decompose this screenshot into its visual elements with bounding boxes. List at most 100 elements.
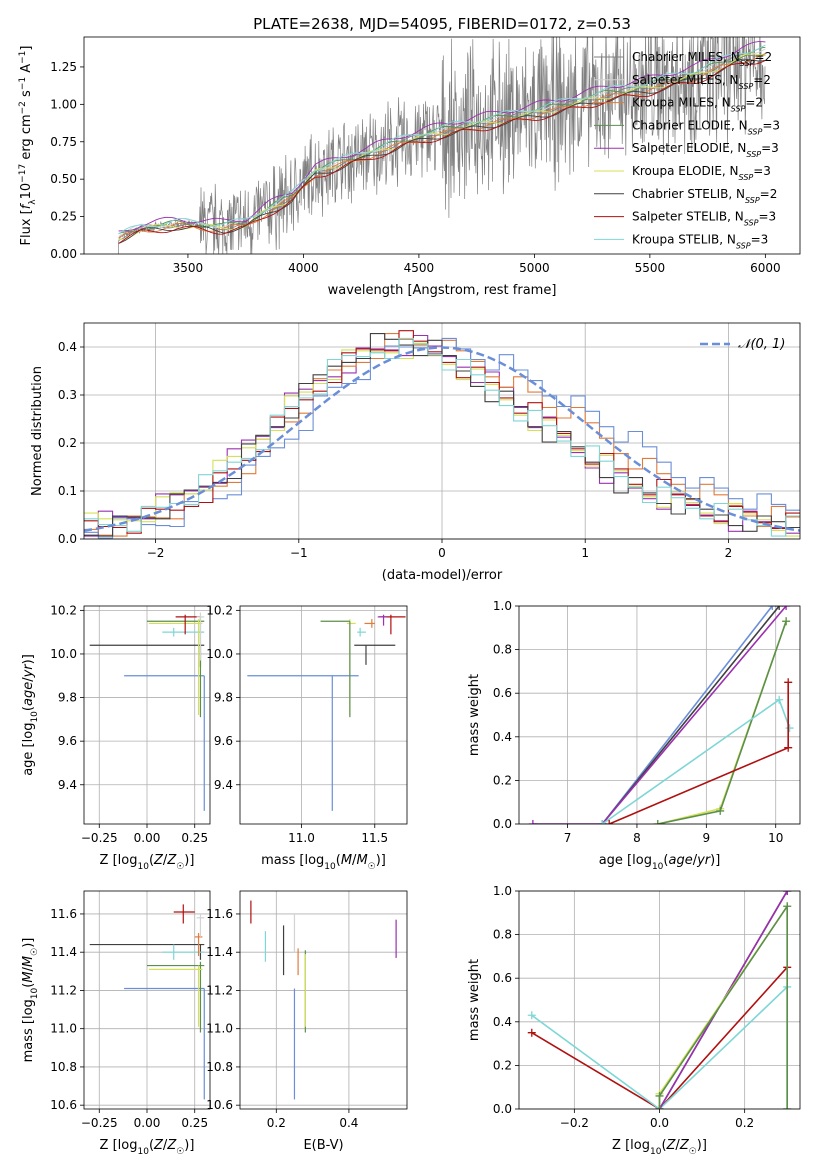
spectrum-xtick-label: 5500: [635, 261, 666, 275]
mass_weight_vs_age-xtick-label: 10: [768, 831, 783, 845]
age_vs_Z-ylabel-part: age: [21, 682, 36, 706]
spectrum-plot-area: [118, 37, 766, 254]
mass_weight_vs_Z-xlabel-part: )]: [697, 1138, 707, 1153]
age_vs_Z-xlabel-part: /: [163, 853, 168, 868]
mass_weight_vs_Z-xlabel-part: (: [661, 1138, 666, 1153]
age_vs_Z-xlabel-part: (: [149, 853, 154, 868]
mass_weight_vs_age-ylabel: mass weight: [467, 674, 482, 756]
legend-label-sub: SSP: [745, 195, 760, 204]
mass_weight_vs_age-marker-chabrier_elodie: [653, 820, 662, 824]
mass_vs_Z-ytick-label: 11.4: [50, 945, 77, 959]
age_vs_Z-xlabel-part: )]: [184, 853, 194, 868]
mass_vs_ebv-ytick-label: 11.4: [206, 945, 233, 959]
spectrum-ytick-label: 0.25: [50, 210, 77, 224]
mass_weight_vs_Z-xlabel-part: Z: [679, 1138, 690, 1153]
residual_hist-frame: [83, 322, 801, 540]
spectrum-axes: 3500 4000 4500 5000 5500 6000 0.00 0.25 0.50 0.75…: [18, 36, 801, 298]
legend-label-tail: =2: [760, 187, 778, 201]
legend-label-text: Kroupa MILES, N: [632, 96, 731, 110]
mass_weight_vs_age-line-kroupa_elodie: [657, 621, 787, 824]
residual_hist-ytick-label: 0.3: [58, 388, 77, 402]
mass_weight_vs_age-marker-salpeter_stelib: [784, 743, 793, 752]
legend-label-sub: SSP: [731, 104, 746, 113]
mass_weight_vs_Z-ylabel: mass weight: [467, 959, 482, 1041]
mass_weight_vs_Z-xlabel: Z [log10(Z/Z☉)]: [612, 1138, 707, 1157]
mass_weight_vs_age-ytick-label: 0.2: [493, 773, 512, 787]
mass_vs_ebv-xtick-label: 0.4: [339, 1116, 358, 1130]
legend-label-text: Kroupa STELIB, N: [632, 232, 736, 246]
spectrum-ylabel-part: −2: [18, 101, 28, 114]
mass_vs_Z-plot-area: [89, 904, 205, 1100]
legend-label-salpeter_miles: Salpeter MILES, NSSP=2: [632, 73, 771, 91]
mass_vs_Z-ylabel-part: mass [log: [21, 999, 36, 1062]
spectrum-xtick-label: 5000: [519, 261, 550, 275]
mass_vs_ebv-xtick-label: 0.2: [267, 1116, 286, 1130]
mass_vs_Z-frame: [83, 890, 211, 1110]
mass_vs_Z-xlabel-part: 10: [137, 1147, 149, 1157]
mass_vs_Z-xlabel-part: Z: [153, 1138, 164, 1153]
spectrum-xtick-label: 4000: [288, 261, 319, 275]
residual_hist-ytick-label: 0.1: [58, 484, 77, 498]
legend-label-tail: =3: [753, 164, 771, 178]
age_vs_Z-ylabel-part: /: [21, 677, 36, 682]
mass_vs_ebv-ytick-label: 11.2: [206, 983, 233, 997]
residual_hist-xtick-label: 2: [725, 546, 733, 560]
age_vs_mass-ytick-label: 10.0: [206, 647, 233, 661]
legend-label-tail: =2: [745, 96, 763, 110]
mass_vs_ebv-ytick-label: 10.6: [206, 1098, 233, 1112]
age_vs_Z-axes: −0.25 0.00 0.259.49.69.810.010.2Z [log10(Z…: [21, 603, 211, 872]
mass_vs_Z-ylabel-part: 10: [30, 987, 40, 999]
spectrum-ytick-label: 0.50: [50, 172, 77, 186]
mass_vs_ebv-frame: [239, 890, 408, 1110]
age_vs_Z-ylabel-part: (: [21, 706, 36, 711]
mass_weight_vs_Z-frame: [518, 890, 801, 1110]
spectrum-model-line-kroupa_stelib: [118, 44, 766, 235]
mass_weight_vs_Z-line-chabrier_elodie: [658, 903, 788, 1109]
legend-label-salpeter_elodie: Salpeter ELODIE, NSSP=3: [632, 141, 779, 159]
legend-label-sub: SSP: [739, 81, 754, 90]
age_vs_Z-xtick-label: −0.25: [81, 831, 118, 845]
spectrum-xtick-label: 6000: [750, 261, 781, 275]
mass_weight_vs_age-marker-salpeter_elodie: [528, 820, 537, 824]
age_vs_mass-xtick-label: 11.5: [361, 831, 388, 845]
age_vs_Z-ylabel: age [log10(age/yr)]: [21, 654, 40, 776]
mass_weight_vs_age-xtick-label: 7: [564, 831, 572, 845]
mass_weight_vs_age-ytick-label: 0.4: [493, 730, 512, 744]
gauss-legend-label: 𝒩(0, 1): [738, 337, 785, 352]
age_vs_Z-xtick-label: 0.00: [134, 831, 161, 845]
legend-label-sub: SSP: [746, 150, 761, 159]
spectrum-frame: [83, 36, 801, 255]
legend-label-text: Chabrier MILES, N: [632, 50, 740, 64]
spectrum-ylabel-part: Flux [: [19, 209, 34, 245]
mass_weight_vs_Z-line-kroupa_elodie: [658, 903, 788, 1109]
spectrum-ylabel-part: s: [19, 90, 34, 101]
mass_vs_Z-xlabel-part: ☉: [176, 1147, 184, 1157]
mass_weight_vs_age-line-blue: [601, 606, 773, 824]
age_vs_Z-ylabel-part: age [log: [21, 723, 36, 776]
spectrum-model-line-salpeter_stelib: [118, 60, 766, 244]
age_vs_Z-plot-area: [89, 612, 205, 811]
mass_weight_vs_age-ytick-label: 0.6: [493, 686, 512, 700]
legend-label-tail: =3: [751, 232, 769, 246]
mass_weight_vs_Z-marker-salpeter_elodie: [783, 891, 792, 895]
figure-title: PLATE=2638, MJD=54095, FIBERID=0172, z=0…: [253, 15, 631, 33]
mass_weight_vs_age-line-salpeter_elodie: [532, 606, 787, 824]
mass_weight_vs_Z-ytick-label: 1.0: [493, 884, 512, 898]
age_vs_mass-xlabel-part: 10: [324, 862, 336, 872]
age_vs_Z-ylabel-part: )]: [21, 654, 36, 664]
mass_weight_vs_age-xlabel-part: age: [668, 853, 692, 868]
mass_weight_vs_Z-marker-chabrier_elodie: [783, 1105, 792, 1109]
legend-label-sub: SSP: [748, 127, 763, 136]
mass_weight_vs_age-line-chabrier_elodie: [657, 621, 787, 824]
legend-label-tail: =2: [753, 73, 771, 87]
mass_weight_vs_age-xtick-label: 9: [703, 831, 711, 845]
legend-label-kroupa_miles: Kroupa MILES, NSSP=2: [632, 96, 763, 114]
spectrum-ylabel-part: −17: [18, 164, 28, 183]
spectrum-xtick-label: 4500: [404, 261, 435, 275]
mass_weight_vs_age-xtick-label: 8: [633, 831, 641, 845]
age_vs_mass-ytick-label: 10.2: [206, 603, 233, 617]
age_vs_mass-xlabel-part: M: [341, 853, 352, 868]
